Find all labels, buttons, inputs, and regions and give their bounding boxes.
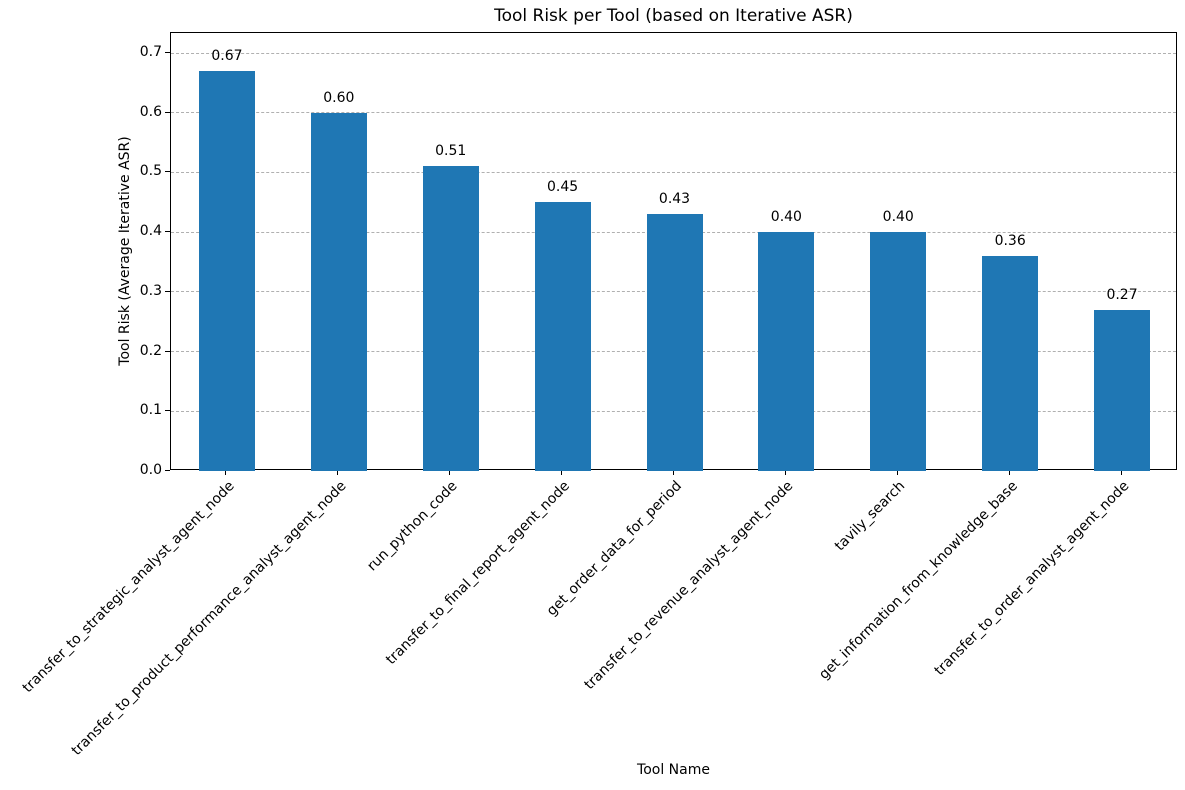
bar-value-label: 0.45 — [547, 179, 579, 196]
x-tick-mark — [896, 470, 898, 475]
x-tick-mark — [561, 470, 563, 475]
y-tick-mark — [165, 231, 170, 233]
x-tick-label: transfer_to_final_report_agent_node — [382, 478, 573, 668]
y-tick-label: 0.2 — [139, 342, 162, 359]
y-tick-mark — [165, 290, 170, 292]
bar — [198, 70, 255, 471]
x-tick-label: transfer_to_strategic_analyst_agent_node — [19, 478, 238, 697]
y-tick-label: 0.4 — [139, 223, 162, 240]
bar — [310, 112, 367, 471]
y-tick-mark — [165, 410, 170, 412]
bar-value-label: 0.43 — [658, 191, 691, 208]
y-tick-mark — [165, 52, 170, 53]
y-tick-label: 0.0 — [139, 462, 162, 478]
x-tick-label: get_information_from_knowledge_base — [815, 478, 1021, 683]
y-tick-mark — [165, 111, 170, 113]
x-tick-label: run_python_code — [364, 478, 462, 575]
x-tick-label: transfer_to_order_analyst_agent_node — [931, 478, 1133, 679]
x-tick-label: transfer_to_product_performance_analyst_… — [68, 478, 350, 759]
y-tick-label: 0.5 — [139, 163, 162, 180]
bar-value-label: 0.36 — [994, 233, 1026, 250]
y-tick-label: 0.7 — [139, 44, 162, 60]
bar — [646, 214, 703, 471]
bar-value-label: 0.40 — [770, 209, 802, 226]
bar — [982, 256, 1039, 471]
y-tick-label: 0.6 — [139, 103, 162, 120]
bar — [1094, 309, 1151, 471]
bar-value-label: 0.27 — [1106, 286, 1138, 303]
bar-value-label: 0.67 — [211, 47, 243, 64]
bar — [870, 232, 927, 471]
gridline — [171, 112, 1176, 114]
gridline — [171, 52, 1176, 54]
x-tick-mark — [1120, 470, 1122, 475]
x-tick-label: tavily_search — [832, 478, 909, 555]
plot-area: 0.67 0.60 0.51 0.45 0.43 0.40 0.40 0.36 0.27 — [170, 32, 1177, 471]
x-tick-mark — [449, 470, 451, 475]
y-tick-mark — [165, 470, 170, 471]
x-axis-label: Tool Name — [637, 762, 710, 778]
bar-value-label: 0.40 — [882, 209, 914, 226]
x-tick-mark — [1008, 470, 1010, 475]
y-tick-label: 0.3 — [139, 282, 162, 299]
x-tick-mark — [673, 470, 674, 475]
x-tick-label: transfer_to_revenue_analyst_agent_node — [581, 478, 797, 693]
bar-value-label: 0.60 — [323, 89, 355, 106]
gridline — [171, 171, 1176, 173]
bar — [758, 232, 815, 471]
chart-title: Tool Risk per Tool (based on Iterative A… — [494, 6, 853, 26]
x-tick-mark — [337, 470, 339, 475]
x-tick-mark — [225, 470, 227, 475]
y-tick-mark — [165, 171, 170, 173]
bar — [422, 166, 479, 471]
y-tick-mark — [165, 350, 170, 352]
y-tick-label: 0.1 — [139, 402, 162, 419]
x-tick-mark — [784, 470, 786, 475]
bar-value-label: 0.51 — [435, 143, 467, 160]
bar — [534, 202, 591, 471]
